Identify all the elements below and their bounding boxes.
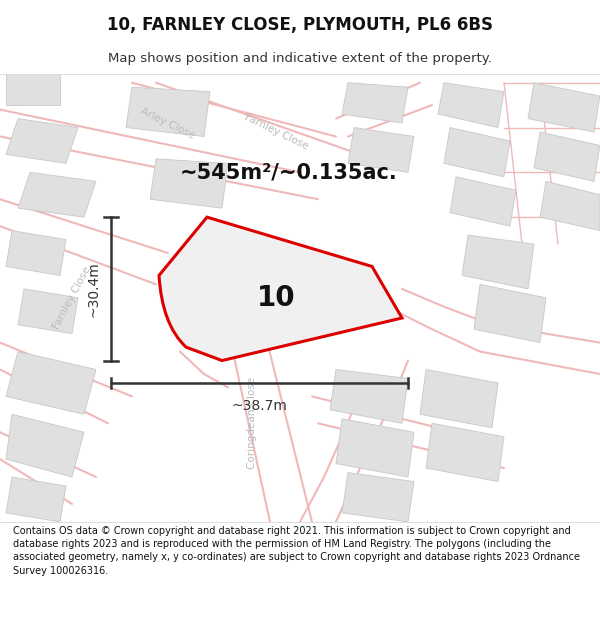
Polygon shape [528, 82, 600, 132]
Text: ~545m²/~0.135ac.: ~545m²/~0.135ac. [180, 162, 398, 182]
Text: 10: 10 [257, 284, 295, 312]
Text: Farnley Close: Farnley Close [51, 265, 93, 331]
Polygon shape [348, 127, 414, 172]
Polygon shape [336, 419, 414, 477]
Polygon shape [534, 132, 600, 181]
PathPatch shape [159, 217, 402, 361]
Text: ~30.4m: ~30.4m [86, 261, 100, 317]
Text: 10, FARNLEY CLOSE, PLYMOUTH, PL6 6BS: 10, FARNLEY CLOSE, PLYMOUTH, PL6 6BS [107, 16, 493, 34]
Polygon shape [126, 88, 210, 136]
Text: Map shows position and indicative extent of the property.: Map shows position and indicative extent… [108, 52, 492, 64]
Polygon shape [342, 82, 408, 123]
Polygon shape [150, 159, 228, 208]
Polygon shape [438, 82, 504, 127]
Polygon shape [444, 127, 510, 177]
Polygon shape [6, 352, 96, 414]
Text: Coringdean Close: Coringdean Close [247, 377, 257, 469]
Text: Arley Close: Arley Close [139, 106, 197, 141]
Polygon shape [330, 369, 408, 423]
Polygon shape [420, 369, 498, 428]
Polygon shape [540, 181, 600, 231]
Polygon shape [474, 284, 546, 342]
Polygon shape [342, 472, 414, 522]
Polygon shape [18, 289, 78, 334]
Text: ~38.7m: ~38.7m [232, 399, 287, 412]
Polygon shape [6, 414, 84, 477]
Polygon shape [6, 231, 66, 276]
Polygon shape [6, 119, 78, 163]
Text: Contains OS data © Crown copyright and database right 2021. This information is : Contains OS data © Crown copyright and d… [13, 526, 580, 576]
Polygon shape [18, 173, 96, 217]
Polygon shape [6, 477, 66, 522]
Text: Farnley Close: Farnley Close [242, 112, 310, 152]
Polygon shape [6, 74, 60, 105]
Polygon shape [462, 235, 534, 289]
Polygon shape [450, 177, 516, 226]
Polygon shape [426, 423, 504, 481]
